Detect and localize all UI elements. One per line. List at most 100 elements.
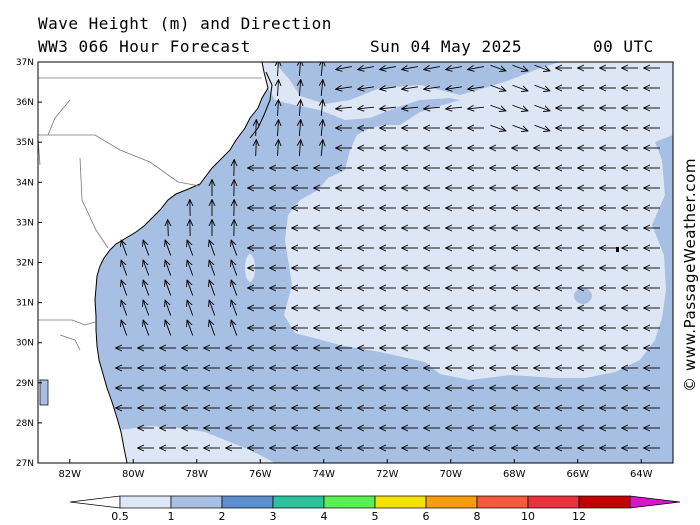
lon-label: 74W xyxy=(312,469,335,480)
lake-okeechobee xyxy=(39,379,49,406)
wave-arrow xyxy=(534,84,549,90)
wave-arrow xyxy=(278,140,279,157)
wave-arrow xyxy=(490,104,505,110)
wave-arrow xyxy=(534,104,549,110)
wave-arrow xyxy=(424,87,440,89)
wave-arrow xyxy=(402,107,419,109)
wave-arrow xyxy=(512,84,527,90)
wave-arrow xyxy=(231,280,238,296)
wave-arrow xyxy=(299,80,300,97)
lat-label: 36N xyxy=(16,98,34,108)
lat-label: 33N xyxy=(16,218,34,228)
colorbar-label: 10 xyxy=(521,510,535,523)
wave-arrow xyxy=(336,87,352,89)
bermuda-island xyxy=(616,247,619,252)
wave-arrow xyxy=(187,300,194,316)
colorbar-label: 8 xyxy=(474,510,481,523)
map-area xyxy=(38,62,673,463)
wave-arrow xyxy=(121,240,128,256)
credit-text: © www.PassageWeather.com xyxy=(681,157,699,392)
lat-label: 27N xyxy=(16,459,34,469)
wave-arrow xyxy=(121,320,128,336)
wave-arrow xyxy=(402,67,418,70)
wave-direction-arrows xyxy=(116,62,660,448)
longitude-labels: 82W 80W 78W 76W 74W 72W 70W 68W 66W 64W xyxy=(58,459,653,480)
colorbar-swatch xyxy=(476,495,529,509)
colorbar-max-tip xyxy=(629,495,681,509)
wave-arrow xyxy=(358,87,374,89)
wave-arrow xyxy=(490,84,505,90)
wave-arrow xyxy=(209,260,216,276)
wave-arrow xyxy=(143,260,150,276)
latitude-labels: 37N 36N 35N 34N 33N 32N 31N 30N 29N 28N 27N xyxy=(16,58,42,469)
ocean-medium-patch xyxy=(574,288,592,304)
wave-arrow xyxy=(278,120,279,137)
colorbar-label: 1 xyxy=(168,510,175,523)
wave-arrow xyxy=(402,87,418,89)
wave-arrow xyxy=(168,220,169,237)
wave-arrow xyxy=(534,124,549,130)
wave-arrow xyxy=(321,62,323,77)
colorbar-swatch xyxy=(374,495,427,509)
colorbar-label: 2 xyxy=(219,510,226,523)
colorbar-label: 5 xyxy=(372,510,379,523)
wave-arrow xyxy=(358,67,374,70)
lat-label: 30N xyxy=(16,339,34,349)
wave-arrow xyxy=(512,104,527,110)
wave-arrow xyxy=(143,280,150,296)
lon-label: 72W xyxy=(376,469,399,480)
wave-arrow xyxy=(143,300,150,316)
wave-arrow xyxy=(187,260,194,276)
lat-label: 31N xyxy=(16,299,34,309)
wave-arrow xyxy=(490,124,505,130)
forecast-date: Sun 04 May 2025 xyxy=(370,37,522,56)
wave-arrow xyxy=(209,300,216,316)
wave-arrow xyxy=(336,67,352,70)
wave-arrow xyxy=(187,280,194,296)
colorbar-label: 12 xyxy=(572,510,586,523)
colorbar-label: 0.5 xyxy=(111,510,129,523)
colorbar-label: 3 xyxy=(270,510,277,523)
wave-arrow xyxy=(380,107,397,109)
colorbar-swatch xyxy=(578,495,631,509)
wave-arrow xyxy=(299,140,300,157)
wave-arrow xyxy=(299,62,300,77)
colorbar-swatch xyxy=(527,495,580,509)
wave-arrow xyxy=(231,320,238,336)
lon-label: 64W xyxy=(630,469,653,480)
wave-arrow xyxy=(165,260,172,276)
wave-arrow xyxy=(321,140,323,157)
wave-arrow xyxy=(256,120,257,137)
map-title: Wave Height (m) and Direction xyxy=(38,14,332,33)
wave-arrow xyxy=(380,67,396,70)
wave-arrow xyxy=(424,67,440,70)
colorbar-min-tip xyxy=(69,495,121,509)
wave-arrow xyxy=(278,62,279,77)
wave-arrow xyxy=(165,320,172,336)
ocean-light-waves xyxy=(258,62,673,380)
wave-arrow xyxy=(468,107,485,109)
wave-arrow xyxy=(256,140,257,157)
lat-label: 35N xyxy=(16,138,34,148)
land-mainland xyxy=(38,62,269,463)
wave-arrow xyxy=(299,100,300,117)
wave-arrow xyxy=(143,240,150,256)
wave-arrow xyxy=(446,67,462,70)
colorbar-swatch xyxy=(323,495,376,509)
colorbar-swatch xyxy=(119,495,172,509)
colorbar-label: 6 xyxy=(423,510,430,523)
colorbar: 0.5 1 2 3 4 5 6 8 10 12 xyxy=(69,495,681,523)
colorbar-label: 4 xyxy=(321,510,328,523)
wave-arrow xyxy=(278,100,279,117)
lon-label: 82W xyxy=(58,469,81,480)
lat-label: 34N xyxy=(16,178,34,188)
colorbar-swatch xyxy=(221,495,274,509)
wave-arrow xyxy=(187,320,194,336)
wave-arrow xyxy=(358,107,375,109)
wave-arrow xyxy=(468,87,484,89)
wave-arrow xyxy=(165,240,172,256)
wave-arrow xyxy=(231,240,238,256)
wave-arrow xyxy=(209,280,216,296)
wave-arrow xyxy=(321,100,323,117)
